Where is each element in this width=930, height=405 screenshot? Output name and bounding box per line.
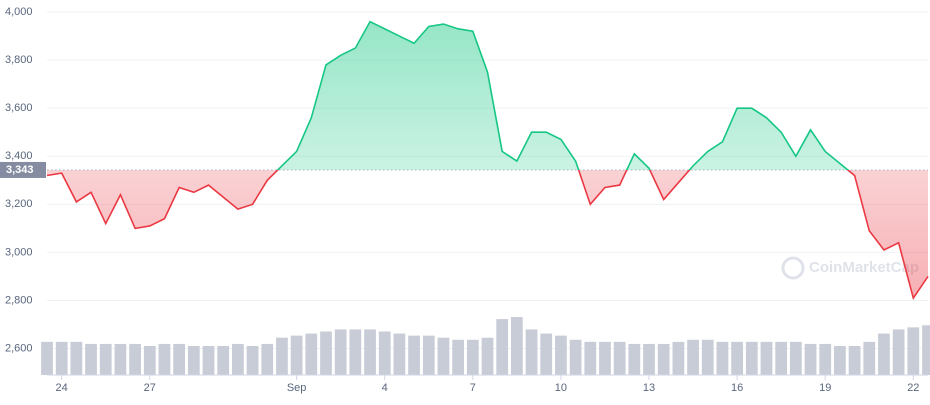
volume-bar — [202, 346, 215, 375]
volume-bar — [555, 335, 567, 375]
x-tick-label: 19 — [819, 382, 831, 394]
x-tick-label: 4 — [382, 382, 388, 394]
baseline-label: 3,343 — [6, 164, 34, 176]
volume-bar — [41, 341, 53, 375]
watermark-logo — [781, 256, 805, 280]
volume-bar — [834, 346, 846, 375]
volume-bar — [760, 341, 773, 375]
price-line-down — [46, 169, 929, 300]
y-tick-label: 3,600 — [5, 102, 33, 114]
volume-bar — [848, 346, 861, 375]
x-tick-label: Sep — [287, 382, 307, 394]
volume-bar — [599, 341, 611, 375]
volume-bar — [878, 333, 890, 375]
y-tick-label: 3,200 — [5, 198, 33, 210]
volume-bar — [892, 329, 905, 375]
volume-bar — [789, 341, 802, 375]
volume-bar — [158, 343, 171, 375]
volume-bar — [246, 346, 259, 375]
volume-bar — [687, 339, 699, 375]
x-tick-label: 10 — [555, 382, 567, 394]
volume-bar — [452, 339, 465, 375]
volume-bar — [114, 343, 127, 375]
baseline-label-box — [0, 161, 46, 178]
volume-bar — [863, 341, 876, 375]
volume-bar — [305, 333, 318, 375]
volume-bar — [525, 329, 538, 375]
volume-bar — [804, 343, 817, 375]
volume-bar — [716, 341, 729, 375]
x-tick-label: 16 — [731, 382, 743, 394]
x-tick-label: 7 — [470, 382, 476, 394]
volume-bar — [349, 329, 362, 375]
volume-bar — [628, 343, 641, 375]
volume-bar — [437, 337, 450, 375]
volume-bar — [70, 341, 83, 375]
x-tick-label: 24 — [56, 382, 68, 394]
volume-bar — [393, 333, 406, 375]
x-tick-label: 22 — [907, 382, 919, 394]
volume-bar — [217, 346, 230, 375]
volume-bar — [496, 319, 509, 375]
volume-bar — [320, 331, 332, 375]
volume-bar — [569, 339, 582, 375]
volume-bar — [422, 335, 435, 375]
volume-bar — [129, 343, 141, 375]
price-line-up — [276, 20, 850, 170]
volume-bar — [672, 341, 685, 375]
volume-bar — [510, 317, 523, 375]
y-tick-label: 4,000 — [5, 6, 33, 18]
volume-bar — [261, 343, 274, 375]
volume-bar — [701, 339, 714, 375]
volume-bar — [643, 343, 655, 375]
volume-bar — [364, 329, 376, 375]
area-down — [47, 169, 928, 299]
x-tick-label: 13 — [643, 382, 655, 394]
volume-bar — [408, 335, 420, 375]
watermark-text: CoinMarketCap — [809, 259, 919, 276]
volume-bar — [584, 341, 597, 375]
volume-bar — [731, 341, 743, 375]
volume-bar — [85, 343, 97, 375]
y-tick-label: 3,800 — [5, 54, 33, 66]
volume-bar — [378, 331, 391, 375]
volume-bar — [922, 325, 930, 375]
volume-bar — [99, 343, 112, 375]
volume-bar — [55, 341, 68, 375]
y-tick-label: 3,000 — [5, 246, 33, 258]
area-up — [277, 21, 848, 170]
volume-bar — [745, 341, 758, 375]
volume-bar — [232, 343, 244, 375]
volume-bar — [173, 343, 186, 375]
volume-bar — [143, 346, 156, 375]
y-tick-label: 2,600 — [5, 342, 33, 354]
volume-bar — [657, 343, 670, 375]
volume-bar — [187, 346, 200, 375]
volume-bar — [819, 343, 832, 375]
watermark: CoinMarketCap — [781, 256, 919, 280]
volume-bar — [290, 335, 303, 375]
volume-bar — [540, 333, 553, 375]
x-tick-label: 27 — [144, 382, 156, 394]
volume-bar — [907, 327, 920, 375]
volume-bar — [334, 329, 347, 375]
volume-bar — [276, 337, 288, 375]
volume-bar — [466, 339, 479, 375]
y-tick-label: 3,400 — [5, 150, 33, 162]
volume-bar — [775, 341, 788, 375]
volume-bar — [481, 337, 494, 375]
y-tick-label: 2,800 — [5, 294, 33, 306]
volume-bar — [613, 341, 626, 375]
